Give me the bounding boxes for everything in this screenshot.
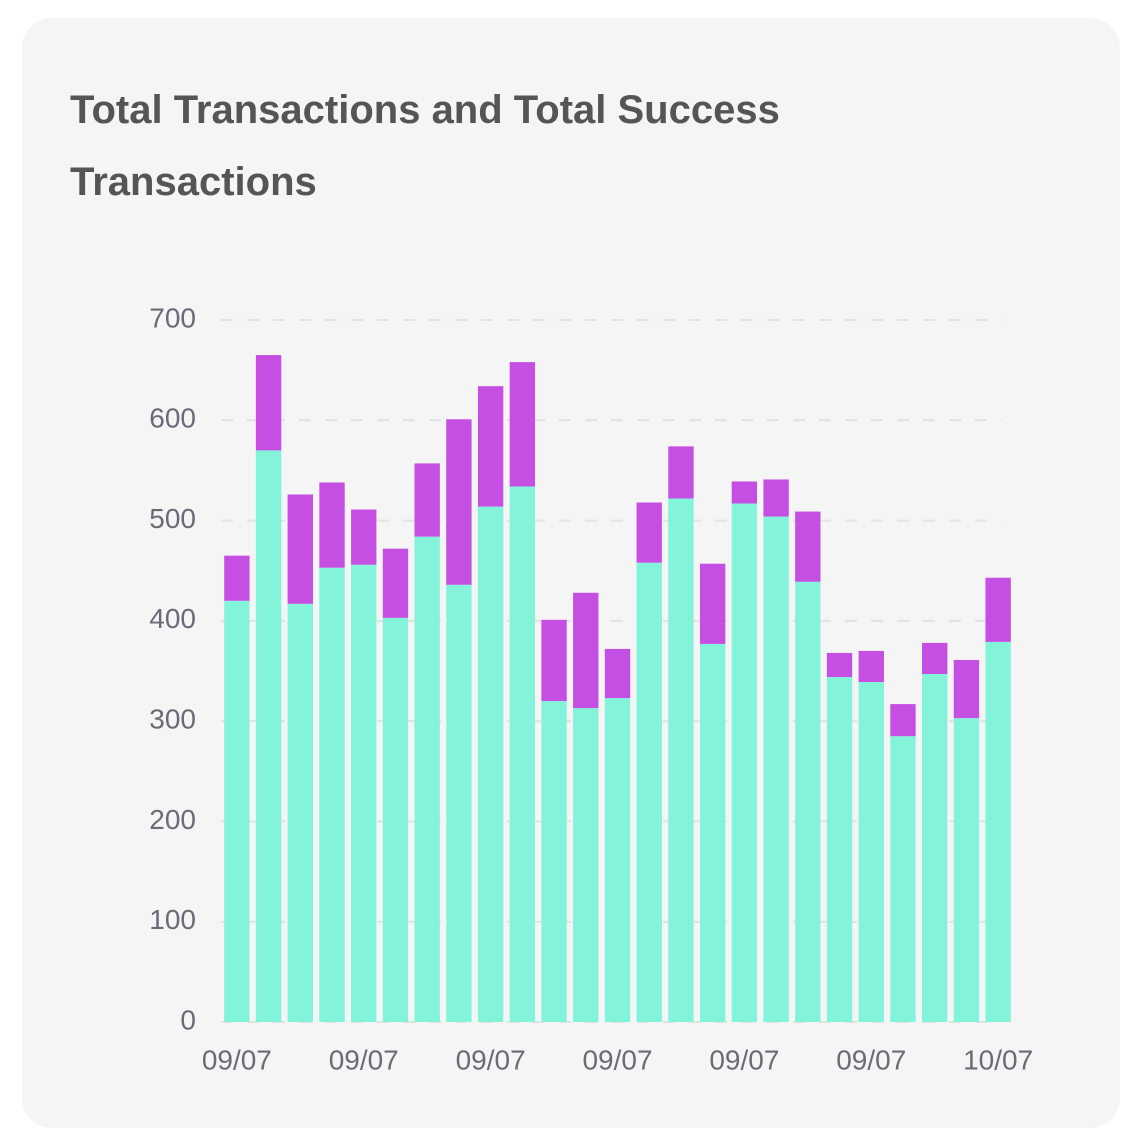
bar-segment [414,463,440,537]
bar-segment [287,603,313,1022]
bar-segment [477,386,504,507]
bar-segment [699,563,726,644]
chart-title: Total Transactions and Total Success Tra… [70,88,780,204]
bar-segment [953,659,980,719]
x-tick-label: 09/07 [202,1044,272,1075]
bar-segment [953,718,980,1022]
bar-segment [255,450,282,1022]
x-tick-label: 09/07 [836,1044,906,1075]
bar-segment [509,362,536,487]
bar-segment [351,564,377,1022]
bar-segment [319,482,345,568]
y-tick-label: 200 [149,804,196,835]
bar-segment [890,736,916,1022]
x-tick-label: 09/07 [582,1044,652,1075]
y-tick-label: 0 [180,1004,196,1035]
bar-segment [319,567,345,1022]
bar-segment [224,600,250,1022]
bar-segment [922,642,948,675]
bar-segment [604,648,631,699]
bar-segment [922,674,948,1022]
bar-segment [509,486,536,1023]
bar-segment [414,536,440,1022]
bar-segment [636,562,662,1022]
bar-segment [985,641,1011,1022]
bar-segment [351,509,377,565]
y-tick-label: 500 [149,503,196,534]
bar-segment [763,516,789,1022]
bar-segment [826,652,853,678]
bar-segment [699,643,726,1022]
bar-segment [573,592,599,709]
bar-segment [858,650,884,683]
bar-segment [636,502,662,563]
bar-segment [795,581,821,1022]
y-tick-label: 700 [149,302,196,333]
x-tick-label: 09/07 [329,1044,399,1075]
bar-segment [287,494,313,604]
bar-segment [890,704,916,737]
y-tick-label: 400 [149,603,196,634]
bar-segment [382,548,409,618]
bar-segment [573,708,599,1022]
bar-segment [858,682,884,1022]
bar-segment [224,555,250,601]
y-tick-label: 300 [149,704,196,735]
bar-segment [668,446,694,499]
bar-segment [731,503,758,1023]
bar-segment [541,701,567,1022]
bar-segment [763,479,789,517]
bar-segment [446,584,472,1022]
bar-segment [477,506,504,1022]
x-tick-label: 09/07 [709,1044,779,1075]
bar-segment [731,481,758,504]
bar-segment [382,617,409,1022]
bar-segment [604,698,631,1022]
bar-segment [541,619,567,702]
bar-segment [826,677,853,1022]
bar-segment [446,419,472,585]
y-tick-label: 100 [149,904,196,935]
y-tick-label: 600 [149,403,196,434]
x-tick-label: 10/07 [963,1044,1033,1075]
x-tick-label: 09/07 [456,1044,526,1075]
bar-segment [985,577,1011,642]
bar-segment [255,355,282,451]
bar-segment [668,498,694,1023]
bar-segment [795,511,821,582]
